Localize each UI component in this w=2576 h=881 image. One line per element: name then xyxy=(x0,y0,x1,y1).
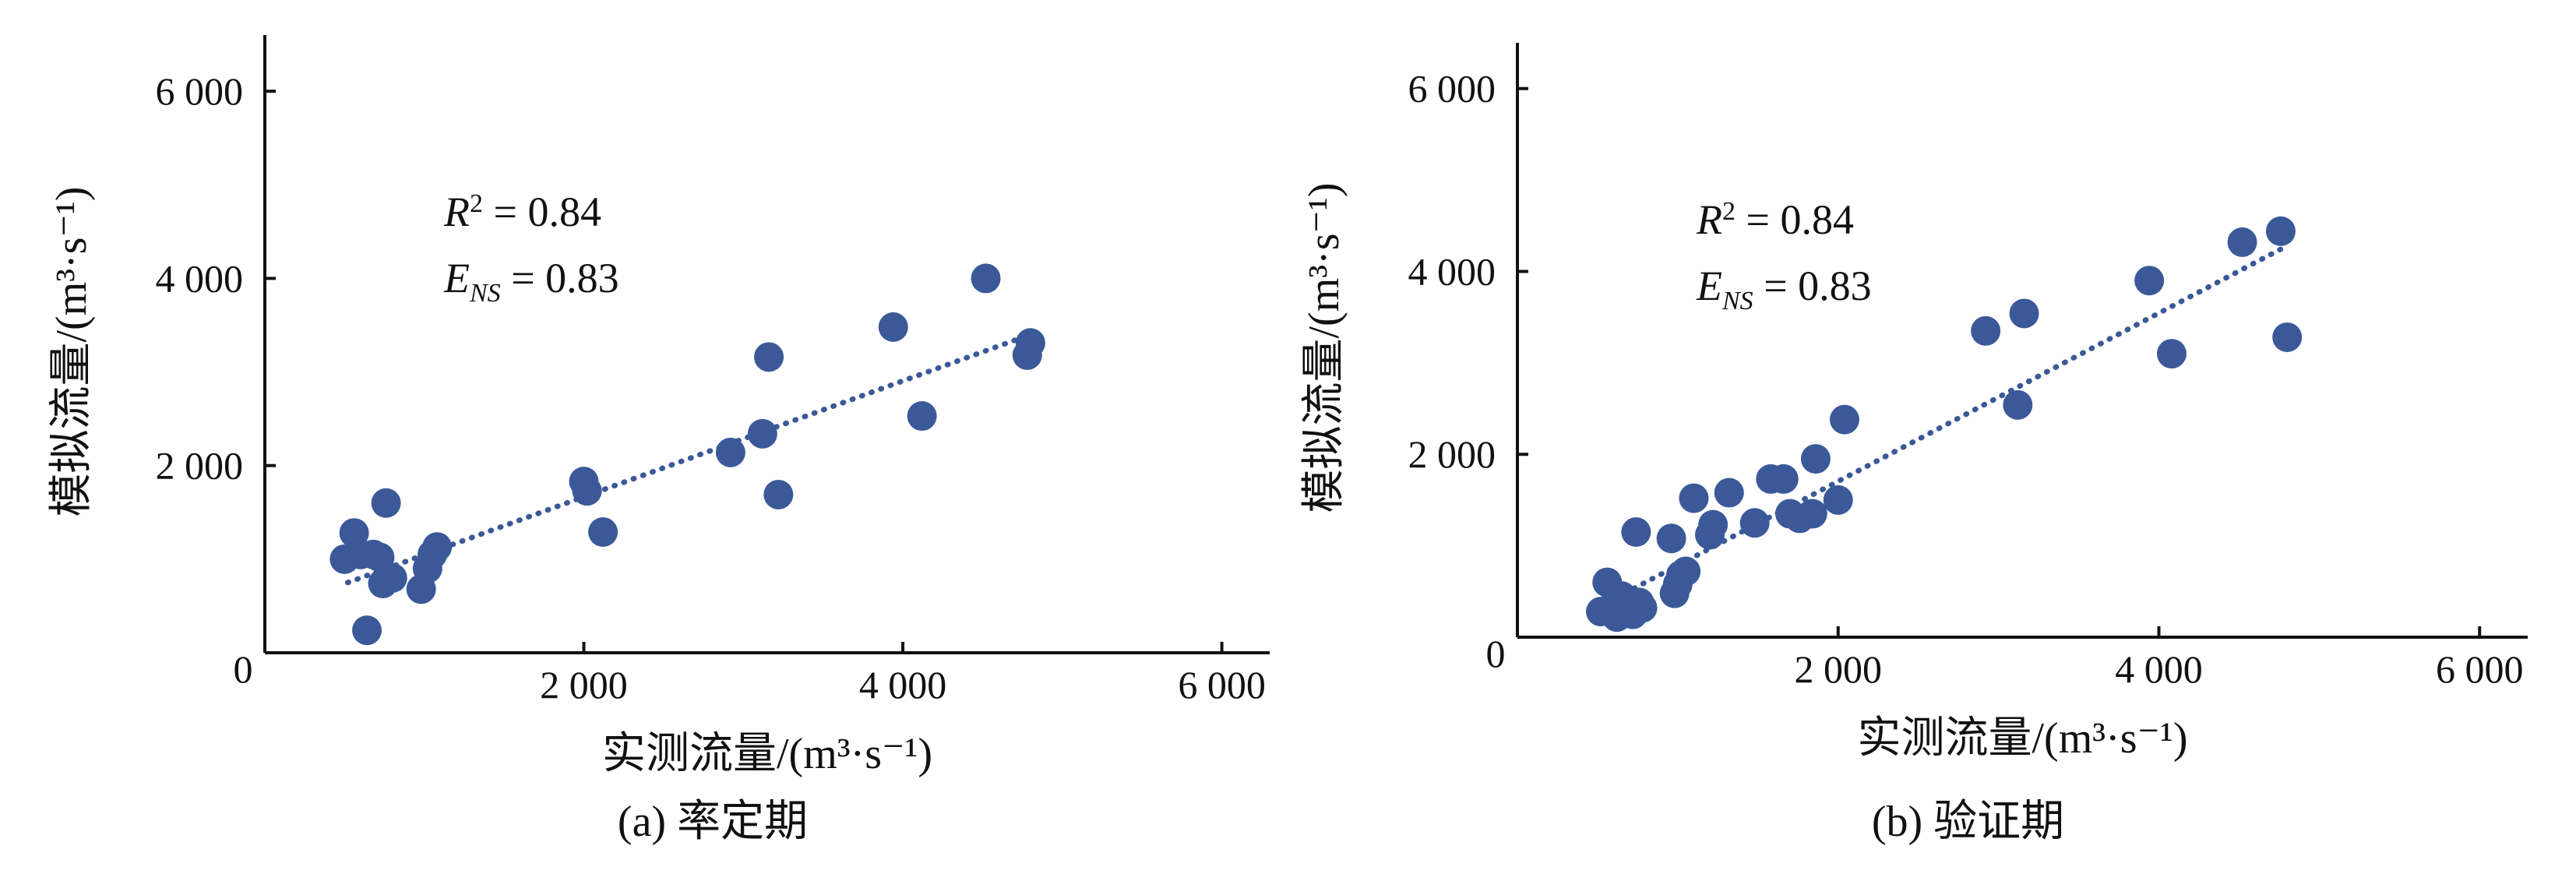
data-point xyxy=(2003,389,2033,420)
data-point xyxy=(907,401,937,432)
data-point xyxy=(715,437,745,467)
ens-annotation: ENS = 0.83 xyxy=(443,255,619,308)
x-tick-label: 4 000 xyxy=(2115,647,2203,691)
data-point xyxy=(377,562,407,593)
y-tick-label: 6 000 xyxy=(156,69,244,113)
x-tick-label: 2 000 xyxy=(540,663,628,707)
x-ticks: 2 000 4 000 6 000 xyxy=(1794,626,2523,691)
data-point xyxy=(1656,523,1686,554)
data-point xyxy=(1829,404,1859,435)
data-point xyxy=(1015,328,1045,358)
data-point xyxy=(371,488,401,518)
data-point xyxy=(1800,444,1831,474)
panel-calibration: 2 000 4 000 6 000 2 000 4 000 6 000 0 R2 = 0… xyxy=(48,35,1270,846)
data-point xyxy=(1797,499,1827,529)
origin-tick-label: 0 xyxy=(234,647,253,691)
data-point xyxy=(2134,266,2165,296)
data-point xyxy=(1971,315,2001,346)
origin-tick-label: 0 xyxy=(1486,632,1506,675)
data-point xyxy=(1627,593,1658,623)
x-tick-label: 6 000 xyxy=(1178,663,1266,707)
trendline-path xyxy=(1604,243,2290,605)
r-squared-annotation: R2 = 0.84 xyxy=(1696,196,1854,243)
data-point xyxy=(754,342,784,372)
x-tick-label: 4 000 xyxy=(859,663,947,707)
data-point xyxy=(971,263,1001,294)
x-ticks: 2 000 4 000 6 000 xyxy=(540,642,1266,707)
data-point xyxy=(1714,478,1744,508)
r-squared-annotation: R2 = 0.84 xyxy=(443,189,601,235)
data-point xyxy=(572,476,602,506)
data-point xyxy=(2156,339,2187,369)
panel-caption: (b) 验证期 xyxy=(1872,798,2064,846)
x-tick-label: 6 000 xyxy=(2436,647,2524,691)
panel-caption: (a) 率定期 xyxy=(618,798,808,846)
y-axis-label: 模拟流量/(m³·s⁻¹) xyxy=(1300,183,1348,513)
x-axis-label: 实测流量/(m³·s⁻¹) xyxy=(1858,714,2188,763)
x-axis-label: 实测流量/(m³·s⁻¹) xyxy=(602,730,932,778)
data-point xyxy=(1698,509,1728,540)
y-axis-label: 模拟流量/(m³·s⁻¹) xyxy=(48,187,96,517)
scatter-points xyxy=(329,263,1045,646)
data-point xyxy=(1679,483,1709,513)
y-tick-label: 6 000 xyxy=(1408,67,1496,111)
data-point xyxy=(763,479,794,509)
data-point xyxy=(352,615,382,646)
ens-annotation: ENS = 0.83 xyxy=(1696,263,1872,315)
x-tick-label: 2 000 xyxy=(1794,647,1882,691)
data-point xyxy=(2272,322,2303,352)
y-tick-label: 4 000 xyxy=(1408,249,1496,293)
data-point xyxy=(1671,556,1701,587)
data-point xyxy=(1739,508,1770,538)
y-ticks: 2 000 4 000 6 000 xyxy=(156,69,276,488)
data-point xyxy=(878,312,908,342)
data-point xyxy=(2265,216,2296,246)
data-point xyxy=(2009,298,2039,329)
data-point xyxy=(747,418,777,449)
y-ticks: 2 000 4 000 6 000 xyxy=(1408,67,1528,476)
data-point xyxy=(1768,463,1799,494)
data-point xyxy=(422,532,453,562)
data-point xyxy=(2227,227,2257,257)
data-point xyxy=(588,517,618,548)
trendline-path xyxy=(344,331,1034,586)
trendline xyxy=(1604,243,2290,605)
trendline xyxy=(344,331,1034,586)
data-point xyxy=(1823,485,1853,515)
y-tick-label: 2 000 xyxy=(156,444,244,488)
panel-validation: 2 000 4 000 6 000 2 000 4 000 6 000 0 R2 = 0… xyxy=(1300,43,2528,846)
y-tick-label: 2 000 xyxy=(1408,432,1496,476)
scatter-points xyxy=(1586,216,2303,633)
y-tick-label: 4 000 xyxy=(156,256,244,300)
data-point xyxy=(1621,517,1651,548)
